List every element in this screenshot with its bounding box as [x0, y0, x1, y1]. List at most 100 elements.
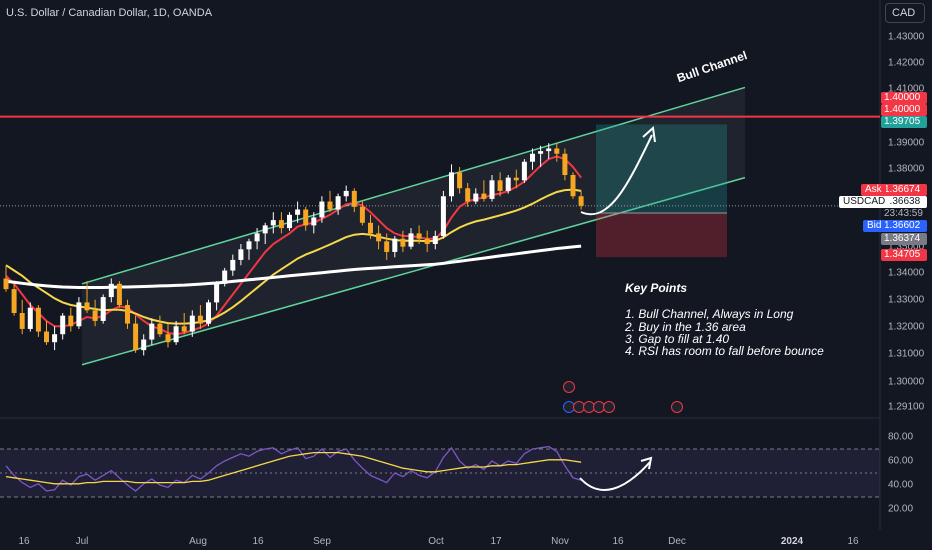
candle-body	[521, 161, 527, 181]
candle-body	[424, 238, 430, 244]
price-tick: 1.33000	[888, 294, 925, 306]
bid-tag: Bid	[863, 220, 886, 232]
candle-body	[262, 225, 268, 234]
us-event-icon[interactable]	[603, 401, 615, 413]
price-tick: 1.41000	[888, 83, 925, 95]
price-axis[interactable]: 1.43000 1.42000 1.41000 1.39000 1.38000 …	[880, 0, 932, 530]
candle-body	[214, 283, 220, 303]
time-tick: 16	[252, 536, 264, 547]
candle-body	[133, 323, 139, 351]
projection-arrow	[580, 134, 653, 216]
currency-button[interactable]: CAD	[885, 3, 925, 23]
candle-body	[359, 206, 365, 223]
rsi-projection-arrow	[579, 461, 651, 491]
candle-body	[465, 188, 471, 202]
candle-body	[570, 175, 576, 197]
rsi-line	[5, 445, 582, 492]
candle-body	[270, 220, 276, 226]
candle-body	[384, 241, 390, 252]
time-tick: 16	[847, 536, 859, 547]
time-tick: 16	[612, 536, 624, 547]
candle-body	[562, 153, 568, 175]
candle-body	[473, 193, 479, 202]
candle-body	[457, 172, 463, 189]
key-point: 4. RSI has room to fall before bounce	[625, 344, 824, 359]
countdown-label: 23:43:59	[884, 208, 923, 219]
candle-body	[125, 305, 130, 324]
key-point: 2. Buy in the 1.36 area	[625, 319, 746, 334]
canada-event-icon[interactable]	[563, 381, 575, 393]
candle-body	[44, 331, 49, 343]
candle-body	[222, 270, 228, 284]
candle-body	[278, 220, 284, 229]
candle-body	[481, 193, 487, 199]
canada-event-icon[interactable]	[671, 401, 683, 413]
candle-body	[432, 236, 438, 244]
time-tick: Dec	[668, 536, 686, 547]
candle-body	[440, 196, 446, 237]
time-tick: 2024	[780, 536, 804, 547]
candle-body	[149, 323, 155, 340]
time-tick: 16	[18, 536, 30, 547]
time-tick: 17	[490, 536, 502, 547]
rsi-tick: 60.00	[888, 455, 914, 467]
symbol-title[interactable]: U.S. Dollar / Canadian Dollar, 1D, OANDA	[6, 7, 213, 19]
time-tick: Oct	[428, 536, 444, 547]
candle-body	[327, 201, 333, 210]
candle-body	[68, 315, 74, 327]
candle-body	[400, 238, 406, 247]
rsi-tick: 20.00	[888, 503, 914, 515]
candle-body	[76, 302, 82, 327]
candle-body	[254, 233, 260, 242]
candle-body	[11, 289, 17, 313]
candle-body	[3, 278, 9, 290]
candle-body	[546, 148, 552, 152]
arrow-head-icon	[642, 126, 656, 143]
candle-body	[505, 177, 511, 191]
candle-body	[60, 315, 66, 335]
candle-body	[197, 315, 203, 324]
price-tick: 1.32000	[888, 321, 925, 333]
time-tick: Sep	[313, 536, 331, 547]
price-tick: 1.30000	[888, 376, 925, 388]
price-tick: 1.42000	[888, 57, 925, 69]
candle-body	[189, 315, 195, 332]
candle-body	[19, 313, 25, 329]
candle-body	[513, 177, 519, 181]
rsi-tick: 40.00	[888, 479, 914, 491]
candle-body	[530, 153, 535, 162]
price-label-ask: 1.36674	[881, 184, 927, 196]
price-tick: 1.31000	[888, 348, 925, 360]
candle-body	[27, 307, 33, 329]
key-points-heading: Key Points	[625, 281, 688, 295]
candle-body	[368, 222, 373, 234]
key-point: 1. Bull Channel, Always in Long	[625, 307, 794, 322]
candle-body	[295, 209, 301, 215]
arrow-head-icon	[640, 456, 653, 470]
candle-body	[408, 233, 414, 247]
price-tick: 1.39000	[888, 137, 925, 149]
candle-body	[311, 217, 317, 226]
candle-body	[141, 339, 147, 351]
ask-tag: Ask	[861, 184, 886, 196]
candle-body	[351, 190, 357, 207]
candle-body	[181, 326, 187, 332]
price-label-target: 1.39705	[881, 116, 927, 128]
price-tick: 1.35000	[888, 241, 925, 253]
candle-body	[303, 209, 309, 226]
candle-body	[173, 326, 179, 343]
candle-body	[578, 196, 584, 206]
candle-body	[416, 233, 422, 239]
candle-body	[343, 190, 349, 197]
key-point: 3. Gap to fill at 1.40	[625, 331, 730, 346]
candle-body	[165, 334, 171, 343]
candle-body	[392, 238, 398, 252]
candle-body	[497, 180, 503, 191]
candle-body	[230, 259, 236, 271]
candle-body	[287, 214, 292, 229]
price-label-bid: 1.36602	[881, 220, 927, 232]
candle-body	[238, 249, 244, 260]
candle-body	[246, 241, 252, 250]
candle-body	[100, 297, 106, 321]
